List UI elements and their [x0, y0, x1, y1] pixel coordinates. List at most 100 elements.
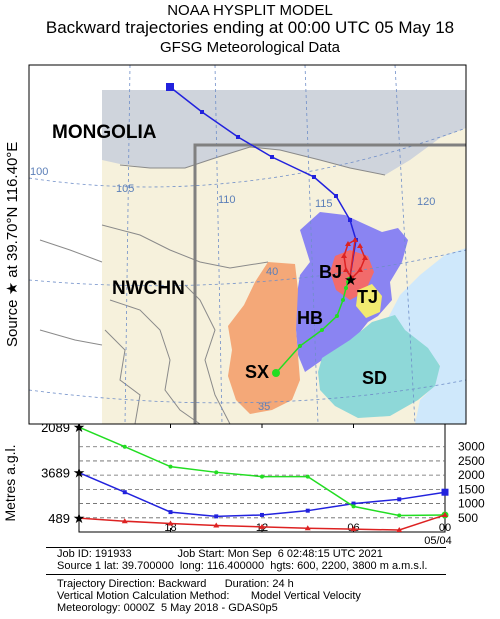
- y-left-start-label: 3689: [41, 466, 70, 481]
- y-right-tick-label: 2500: [458, 454, 485, 468]
- height-series-marker: [441, 488, 449, 496]
- shandong-region: [318, 315, 440, 418]
- map-track-marker: [166, 83, 174, 91]
- map-track-marker: [344, 286, 348, 290]
- map-track-marker: [236, 135, 240, 139]
- mongolia-region: [102, 90, 466, 175]
- map-track-marker: [320, 328, 324, 332]
- y-right-tick-label: 1500: [458, 482, 485, 496]
- height-series-marker: [214, 470, 219, 475]
- map-track-marker: [343, 267, 349, 272]
- height-series-marker: [213, 522, 220, 528]
- y-axis-title: Metres a.g.l.: [2, 444, 18, 522]
- height-series-marker: [351, 501, 356, 506]
- map-track-marker: [312, 175, 316, 179]
- map-track-marker: [357, 267, 363, 272]
- y-right-tick-label: 2000: [458, 468, 485, 482]
- height-series-marker: [260, 512, 264, 517]
- map-track-marker: [349, 275, 355, 280]
- map-track-marker: [348, 218, 352, 222]
- graticule-line: [29, 127, 466, 188]
- height-series-marker: [122, 444, 127, 449]
- region-label-bj: BJ: [319, 262, 342, 282]
- x-tick-label: 00: [439, 522, 451, 534]
- height-series-marker: [260, 474, 264, 479]
- source-star-icon: ★: [344, 272, 357, 289]
- map-track-marker: [334, 194, 338, 198]
- map-track-marker: [341, 298, 345, 302]
- footer-top-rule: [46, 547, 446, 548]
- map-track-marker: [357, 243, 363, 248]
- y-right-tick-label: 3000: [458, 440, 485, 454]
- y-right-tick-label: 1000: [458, 497, 485, 511]
- lon-label-105: 105: [116, 183, 134, 195]
- map-track-marker: [341, 253, 347, 258]
- trajectory-map: 100 105 110 115 120 40 35 ★ MONGOLIA NWC…: [28, 64, 467, 425]
- map-track-marker: [345, 241, 351, 246]
- x-tick-label: 18: [164, 522, 176, 534]
- map-track-marker: [362, 255, 368, 260]
- footer-source-info: Source 1 lat: 39.700000 long: 116.400000…: [57, 560, 428, 572]
- footer-direction-info: Trajectory Direction: Backward Duration:…: [57, 578, 294, 590]
- shanxi-region: [228, 262, 300, 414]
- height-series-marker: [397, 513, 402, 518]
- x-sub-label: 05/04: [424, 535, 452, 547]
- lon-label-120: 120: [417, 196, 435, 208]
- graticule-line: [29, 379, 466, 404]
- map-track-marker: [272, 369, 280, 377]
- region-label-mongolia: MONGOLIA: [52, 122, 157, 143]
- lat-label-40: 40: [266, 266, 278, 278]
- map-track-marker: [352, 237, 358, 242]
- height-series-marker: [396, 527, 403, 533]
- footer-meteorology: Meteorology: 0000Z 5 May 2018 - GDAS0p5: [57, 602, 278, 614]
- lon-label-100: 100: [30, 166, 48, 178]
- height-series-marker: [304, 525, 311, 531]
- region-label-tj: TJ: [357, 287, 378, 307]
- map-track-marker: [335, 314, 339, 318]
- border-line: [101, 224, 269, 269]
- region-label-hb: HB: [297, 308, 323, 328]
- height-series-marker: [121, 518, 128, 524]
- height-series-marker: [305, 508, 310, 513]
- height-series-marker: [350, 526, 357, 532]
- height-series-marker: [122, 490, 127, 495]
- border-line: [109, 299, 201, 424]
- meteorological-data-label: GFSG Meteorological Data: [159, 39, 341, 56]
- y-left-start-label: 489: [48, 511, 70, 526]
- height-series-marker: [168, 464, 173, 469]
- height-series-marker: [259, 523, 265, 529]
- model-domain-box: [193, 143, 466, 424]
- region-label-nwchn: NWCHN: [112, 278, 185, 299]
- sea-region: [388, 248, 466, 424]
- map-track-marker: [200, 110, 204, 114]
- border-line: [39, 239, 103, 263]
- map-track-marker: [298, 344, 302, 348]
- region-label-sx: SX: [245, 362, 269, 382]
- graticule-line: [29, 249, 466, 287]
- region-label-sd: SD: [362, 368, 387, 388]
- height-series-marker: [397, 497, 402, 502]
- model-title: NOAA HYSPLIT MODEL: [167, 2, 333, 19]
- height-series-marker: [351, 504, 356, 509]
- border-line: [184, 284, 231, 424]
- map-track-marker: [270, 155, 274, 159]
- footer-vertical-motion: Vertical Motion Calculation Method: Mode…: [57, 590, 361, 602]
- y-right-tick-label: 500: [458, 511, 478, 525]
- footer-mid-rule: [46, 574, 446, 575]
- trajectory-tracks: [166, 83, 368, 377]
- height-start-star-icon: ★: [73, 465, 86, 481]
- height-start-star-icon: ★: [73, 510, 86, 526]
- footer-job-info: Job ID: 191933 Job Start: Mon Sep 6 02:4…: [57, 548, 383, 560]
- height-start-star-icon: ★: [73, 424, 86, 435]
- height-series-marker: [214, 514, 219, 519]
- lat-label-35: 35: [258, 401, 270, 413]
- height-series-marker: [167, 520, 174, 526]
- height-series-marker: [305, 474, 310, 479]
- tianjin-region: [356, 284, 382, 318]
- border-line: [104, 329, 141, 424]
- lon-label-115: 115: [315, 198, 333, 210]
- height-series-marker: [442, 511, 448, 517]
- y-left-start-label: 2089: [41, 424, 70, 435]
- lon-label-110: 110: [218, 194, 236, 206]
